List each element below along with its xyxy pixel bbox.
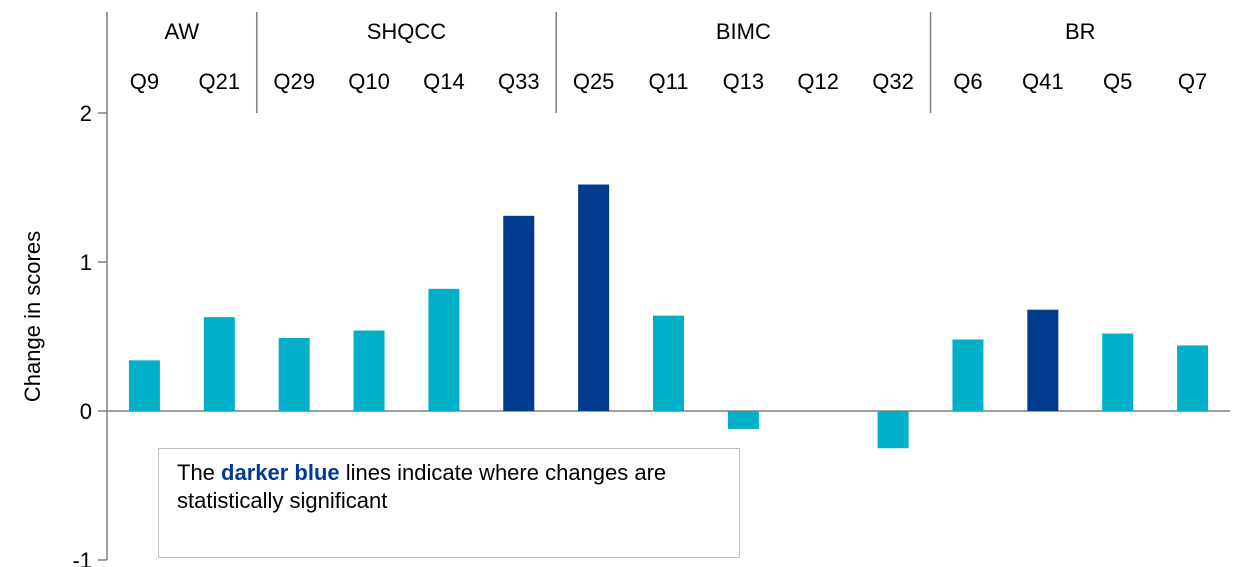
group-label: BR — [1065, 19, 1096, 44]
y-axis-label: Change in scores — [20, 231, 45, 402]
bar-q25 — [578, 184, 610, 411]
category-label: Q9 — [130, 69, 159, 94]
category-label: Q5 — [1103, 69, 1132, 94]
category-label: Q29 — [273, 69, 315, 94]
category-label: Q12 — [797, 69, 839, 94]
y-tick-label: 2 — [80, 101, 92, 126]
bar-q10 — [353, 330, 385, 411]
group-label: BIMC — [716, 19, 771, 44]
y-tick-label: 0 — [80, 399, 92, 424]
bar-q7 — [1177, 345, 1209, 411]
bar-q33 — [503, 215, 535, 411]
bar-q6 — [952, 339, 984, 411]
category-label: Q6 — [953, 69, 982, 94]
category-label: Q25 — [573, 69, 615, 94]
category-label: Q7 — [1178, 69, 1207, 94]
category-label: Q32 — [872, 69, 914, 94]
bar-q13 — [727, 411, 759, 429]
category-label: Q13 — [723, 69, 765, 94]
note-suffix: lines indicate where changes are statist… — [177, 460, 667, 513]
group-label: AW — [165, 19, 200, 44]
category-label: Q41 — [1022, 69, 1064, 94]
category-label: Q33 — [498, 69, 540, 94]
significance-note: The darker blue lines indicate where cha… — [158, 448, 740, 558]
category-label: Q14 — [423, 69, 465, 94]
bar-q29 — [278, 337, 310, 411]
category-label: Q10 — [348, 69, 390, 94]
group-label: SHQCC — [367, 19, 447, 44]
bar-q32 — [877, 411, 909, 449]
note-highlight: darker blue — [221, 460, 340, 485]
note-prefix: The — [177, 460, 222, 485]
bar-q5 — [1102, 333, 1134, 411]
category-label: Q11 — [649, 69, 689, 94]
bar-q14 — [428, 288, 460, 411]
bar-q11 — [653, 315, 684, 411]
bar-q21 — [203, 317, 235, 411]
bar-q9 — [128, 360, 160, 411]
category-label: Q21 — [199, 69, 241, 94]
y-tick-label: 1 — [80, 250, 92, 275]
y-tick-label: -1 — [72, 548, 92, 567]
bar-q41 — [1027, 309, 1059, 411]
